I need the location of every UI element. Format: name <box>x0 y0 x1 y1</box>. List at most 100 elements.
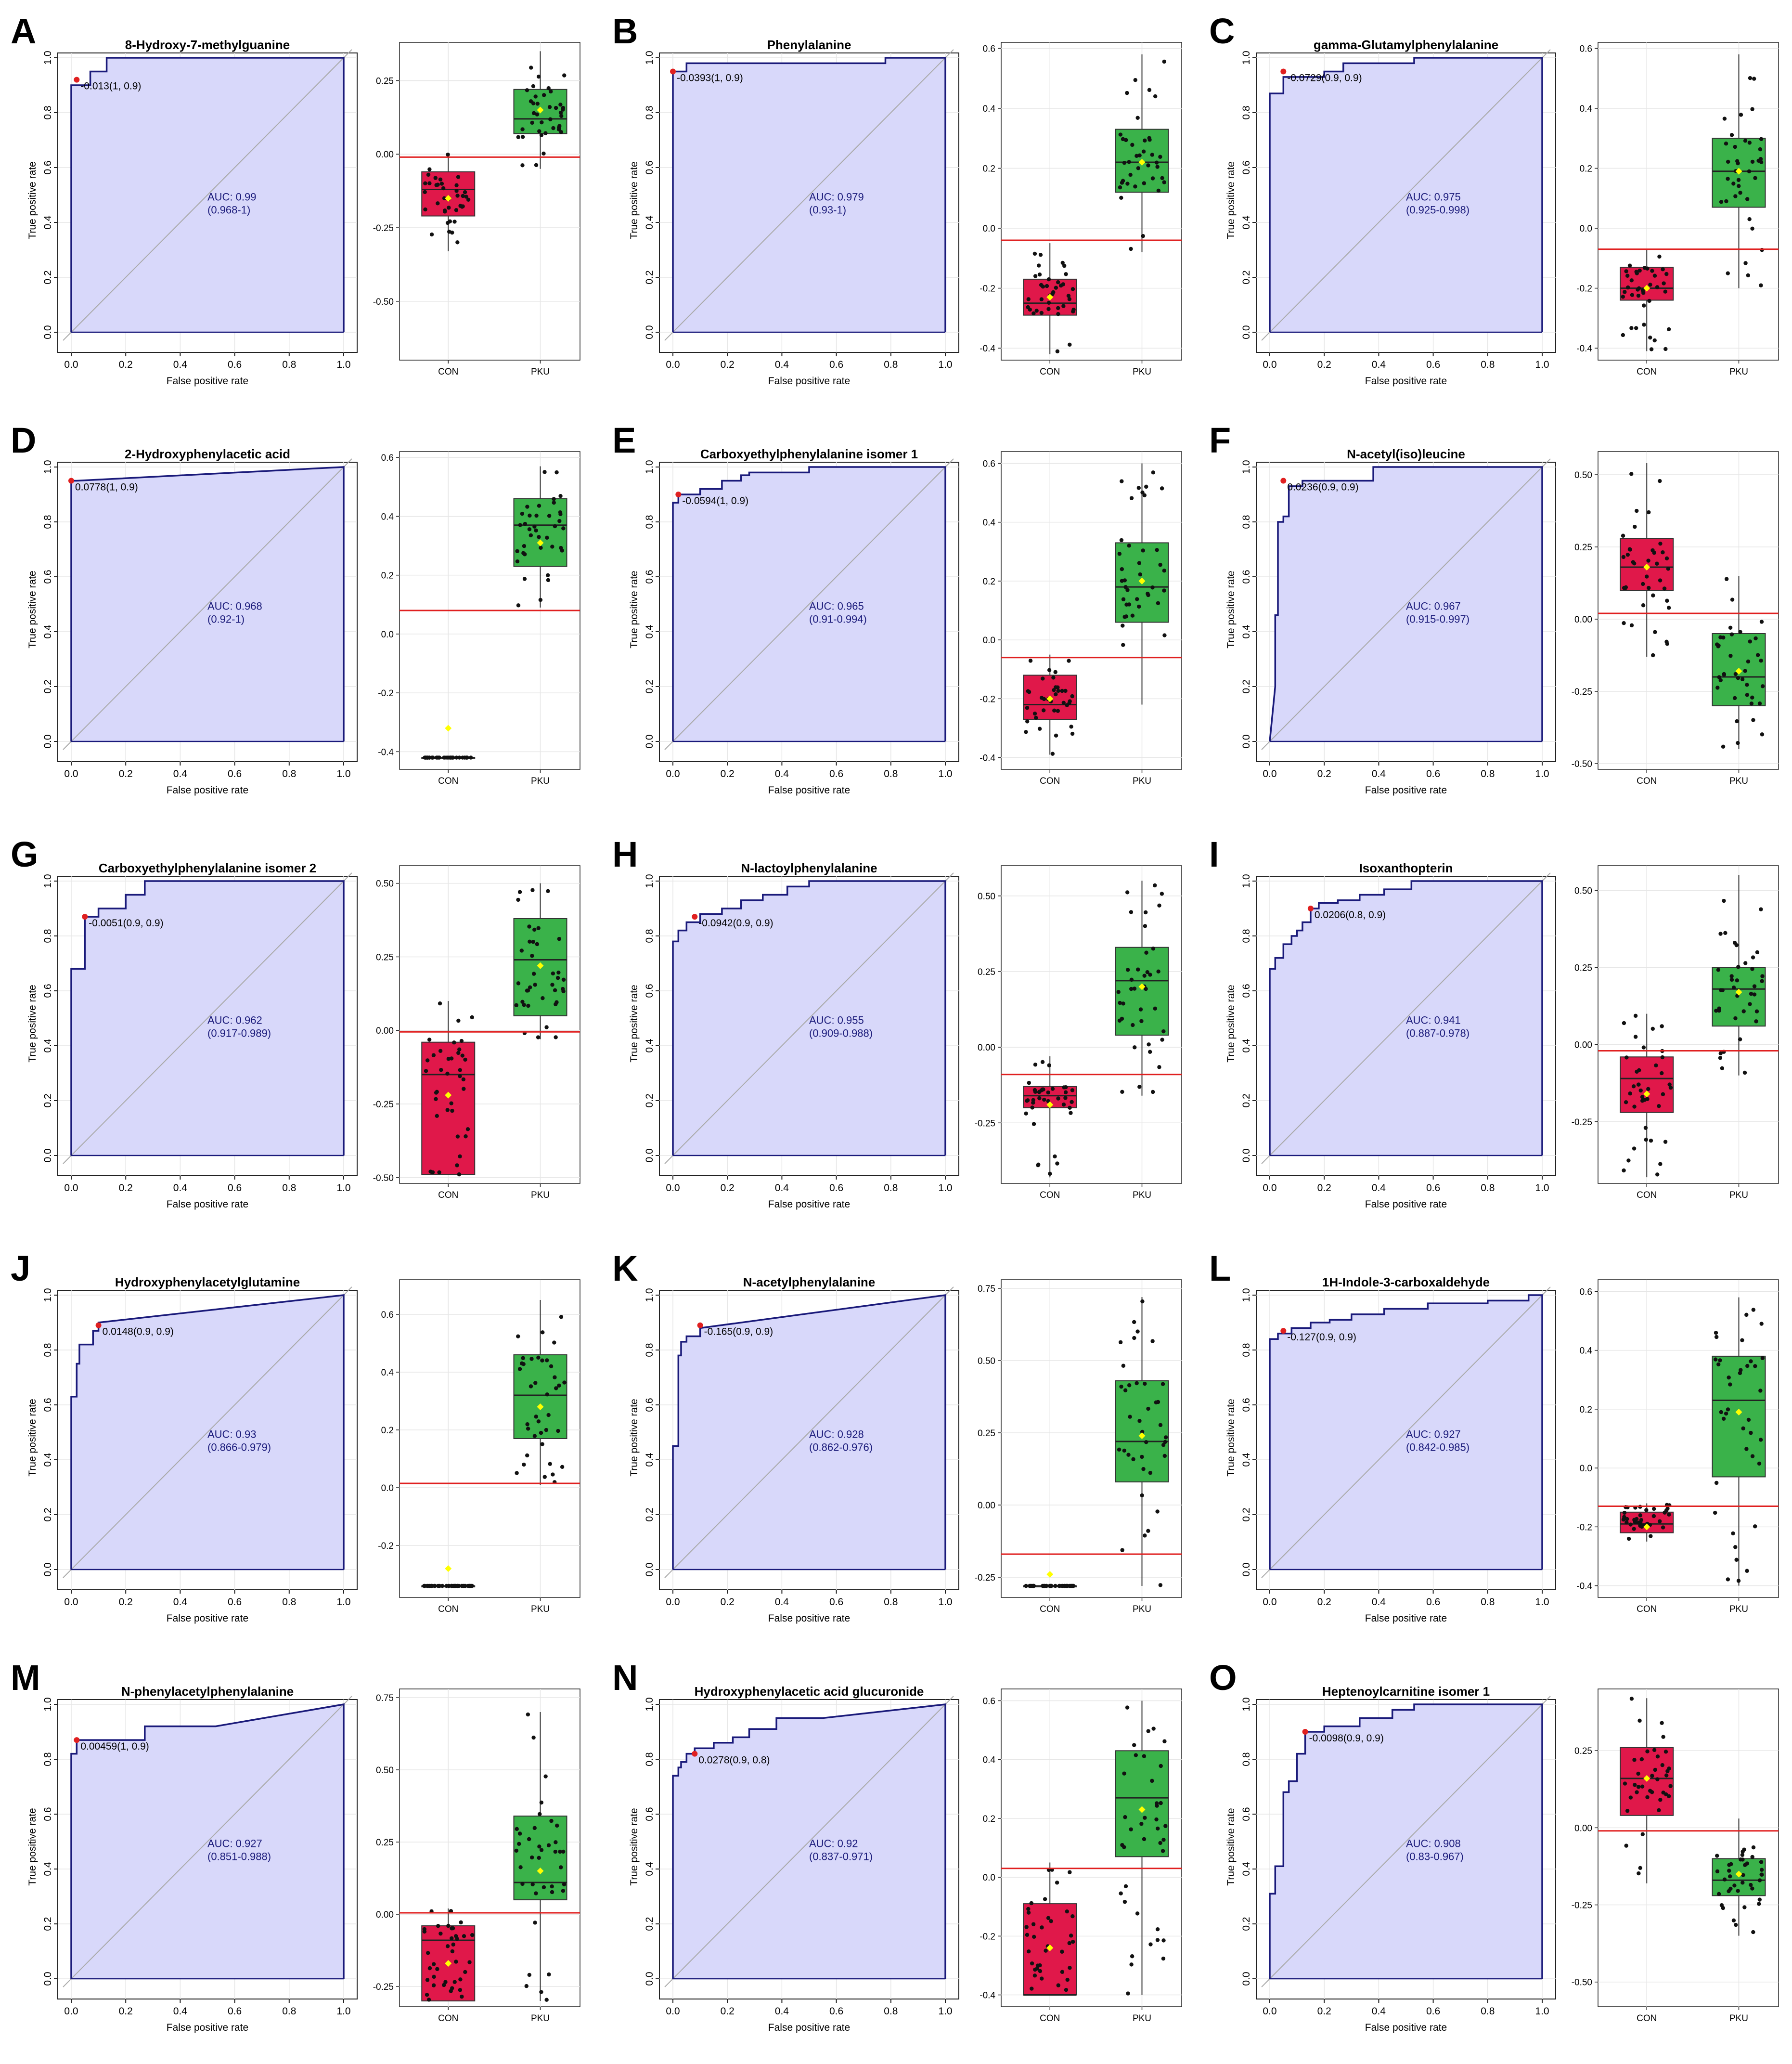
y-tick-label: 0.2 <box>42 270 53 284</box>
data-point <box>1070 1914 1075 1919</box>
data-point <box>1734 1922 1738 1927</box>
data-point <box>547 105 552 109</box>
data-point <box>524 1984 529 1988</box>
box-y-tick-label: 0.25 <box>376 1838 394 1848</box>
data-point <box>561 987 565 991</box>
data-point <box>1131 1023 1135 1027</box>
y-tick-label: 0.2 <box>644 1917 655 1931</box>
con-points <box>1622 1013 1673 1177</box>
data-point <box>523 552 527 557</box>
data-point <box>1642 303 1646 308</box>
data-point <box>1641 582 1645 586</box>
x-tick-label: 0.6 <box>829 768 843 779</box>
data-point <box>1632 1104 1637 1109</box>
data-point <box>446 1057 451 1061</box>
data-point <box>1758 1438 1763 1442</box>
data-point <box>554 470 559 475</box>
data-point <box>1751 1308 1756 1312</box>
box-y-tick-label: 0.25 <box>376 76 394 86</box>
data-point <box>1143 924 1147 928</box>
data-point <box>1721 636 1726 640</box>
data-point <box>546 86 551 91</box>
data-point <box>452 1980 457 1984</box>
data-point <box>1663 1750 1668 1754</box>
data-point <box>445 221 450 225</box>
data-point <box>556 1428 560 1433</box>
data-point <box>447 206 451 210</box>
data-point <box>559 114 564 118</box>
y-tick-label: 1.0 <box>42 874 53 888</box>
data-point <box>539 1848 544 1852</box>
pku-box <box>1712 1355 1766 1478</box>
data-point <box>469 755 473 760</box>
data-point <box>429 1584 433 1588</box>
roc-auc-text: AUC: 0.92 <box>809 1837 858 1849</box>
data-point <box>1070 1100 1074 1104</box>
data-point <box>1760 1356 1765 1360</box>
box-y-tick-label: -0.2 <box>378 688 394 699</box>
data-point <box>1736 161 1740 166</box>
data-point <box>1136 486 1141 490</box>
data-point <box>464 755 469 760</box>
data-point <box>1037 1096 1042 1101</box>
box-y-tick-label: -0.2 <box>980 1932 995 1942</box>
x-tick-label: 0.0 <box>64 768 78 779</box>
data-point <box>1743 669 1747 673</box>
box-x-tick-label: CON <box>1040 776 1060 786</box>
data-point <box>551 971 555 976</box>
data-point <box>443 1980 448 1984</box>
data-point <box>452 1040 456 1045</box>
data-point <box>455 240 460 245</box>
x-tick-label: 0.4 <box>173 1597 188 1608</box>
data-point <box>1127 602 1132 607</box>
pku-box <box>513 1354 567 1439</box>
box-y-tick-label: -0.4 <box>980 1991 995 2001</box>
roc-y-axis-label: True positive rate <box>629 985 640 1062</box>
data-point <box>534 528 538 533</box>
data-point <box>541 1885 546 1890</box>
roc-x-axis-label: False positive rate <box>1365 1199 1447 1210</box>
data-point <box>1027 1080 1031 1085</box>
data-point <box>1757 1461 1762 1466</box>
data-point <box>539 1430 543 1435</box>
data-point <box>1623 1781 1627 1786</box>
data-point <box>452 220 457 224</box>
data-point <box>1621 555 1626 559</box>
data-point <box>1647 585 1651 590</box>
data-point <box>1715 1869 1720 1874</box>
pku-mean-marker <box>1735 1870 1742 1878</box>
y-tick-label: 0.2 <box>1241 679 1252 693</box>
data-point <box>515 559 520 564</box>
data-point <box>1621 533 1625 538</box>
data-point <box>1665 1769 1670 1773</box>
x-tick-label: 0.4 <box>173 2006 188 2017</box>
data-point <box>1745 197 1750 201</box>
data-point <box>1070 1939 1075 1944</box>
data-point <box>1759 1860 1764 1864</box>
y-tick-label: 1.0 <box>644 1288 655 1302</box>
data-point <box>1063 1090 1068 1094</box>
box-y-tick-label: 0.50 <box>376 879 394 889</box>
data-point <box>1133 184 1137 189</box>
data-point <box>1647 510 1651 515</box>
roc-diagonal <box>664 49 954 341</box>
data-point <box>1642 266 1647 270</box>
roc-curve <box>1269 57 1543 332</box>
x-tick-label: 1.0 <box>938 1182 952 1194</box>
box-y-tick-label: 0.2 <box>1580 164 1592 174</box>
data-point <box>1633 1013 1638 1018</box>
data-point <box>526 1712 530 1717</box>
data-point <box>458 1068 462 1072</box>
data-point <box>1156 188 1161 193</box>
data-point <box>1132 1743 1136 1747</box>
y-tick-label: 0.8 <box>644 1343 655 1357</box>
data-point <box>1040 1060 1045 1064</box>
roc-cutoff-point <box>692 914 698 920</box>
pku-mean-marker <box>1735 668 1742 675</box>
data-point <box>462 1087 466 1091</box>
data-point <box>1129 910 1134 914</box>
x-tick-label: 0.6 <box>228 359 242 370</box>
data-point <box>1155 1804 1159 1808</box>
data-point <box>1658 1162 1663 1166</box>
data-point <box>1640 1784 1645 1789</box>
